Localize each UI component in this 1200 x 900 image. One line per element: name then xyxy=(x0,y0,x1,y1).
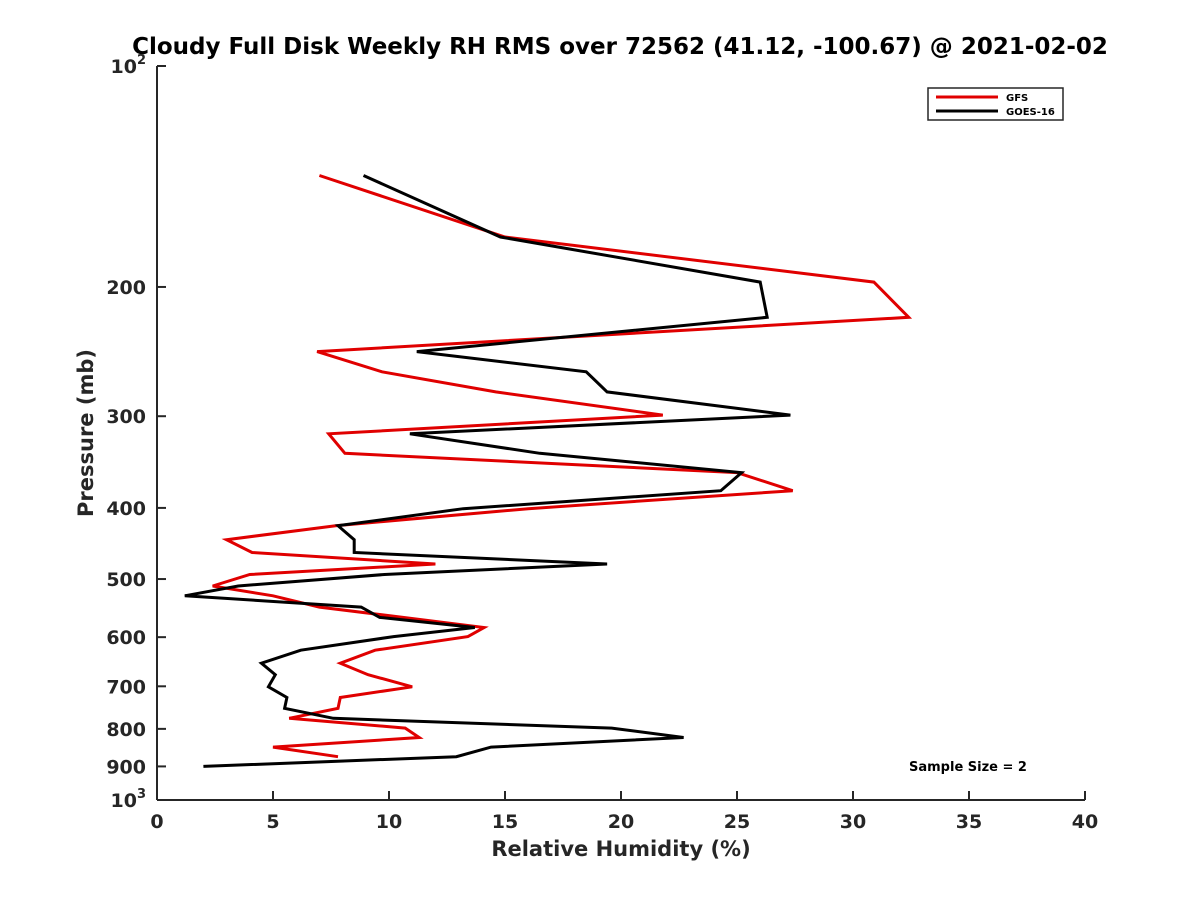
y-tick-label-exponent: 3 xyxy=(137,787,146,802)
x-tick-label: 25 xyxy=(724,811,750,833)
x-tick-label: 10 xyxy=(376,811,402,833)
y-tick-label: 500 xyxy=(106,569,146,591)
y-tick-label: 600 xyxy=(106,627,146,649)
y-tick-label-base: 10 xyxy=(111,56,137,78)
chart-title: Cloudy Full Disk Weekly RH RMS over 7256… xyxy=(132,34,1108,60)
y-tick-label-base: 10 xyxy=(111,790,137,812)
y-tick-label: 102 xyxy=(111,53,147,78)
y-tick-label: 900 xyxy=(106,756,146,778)
x-tick-label: 30 xyxy=(840,811,866,833)
y-tick-label: 700 xyxy=(106,676,146,698)
legend-box xyxy=(927,87,1064,121)
y-tick-label: 103 xyxy=(111,787,147,812)
y-tick-label: 800 xyxy=(106,719,146,741)
series-line-goes-16 xyxy=(184,174,791,768)
legend-label: GFS xyxy=(1006,93,1028,104)
axes-layer: 0 5 10 15 20 25 30 35 40102200300400500600700800… xyxy=(106,53,1098,833)
x-tick-label: 0 xyxy=(150,811,163,833)
legend: GFS GOES-16 xyxy=(927,87,1064,121)
series-layer xyxy=(184,174,913,768)
legend-label: GOES-16 xyxy=(1006,107,1055,118)
x-axis-title: Relative Humidity (%) xyxy=(491,837,750,861)
y-tick-label-exponent: 2 xyxy=(137,53,146,68)
y-tick-label: 400 xyxy=(106,498,146,520)
series-line-gfs xyxy=(212,174,913,759)
x-tick-label: 5 xyxy=(266,811,279,833)
x-tick-label: 15 xyxy=(492,811,518,833)
x-tick-label: 35 xyxy=(956,811,982,833)
y-axis-title: Pressure (mb) xyxy=(74,349,98,517)
y-tick-label: 300 xyxy=(106,406,146,428)
y-tick-label: 200 xyxy=(106,277,146,299)
sample-size-annotation: Sample Size = 2 xyxy=(909,760,1027,775)
x-tick-label: 20 xyxy=(608,811,634,833)
x-tick-label: 40 xyxy=(1072,811,1098,833)
